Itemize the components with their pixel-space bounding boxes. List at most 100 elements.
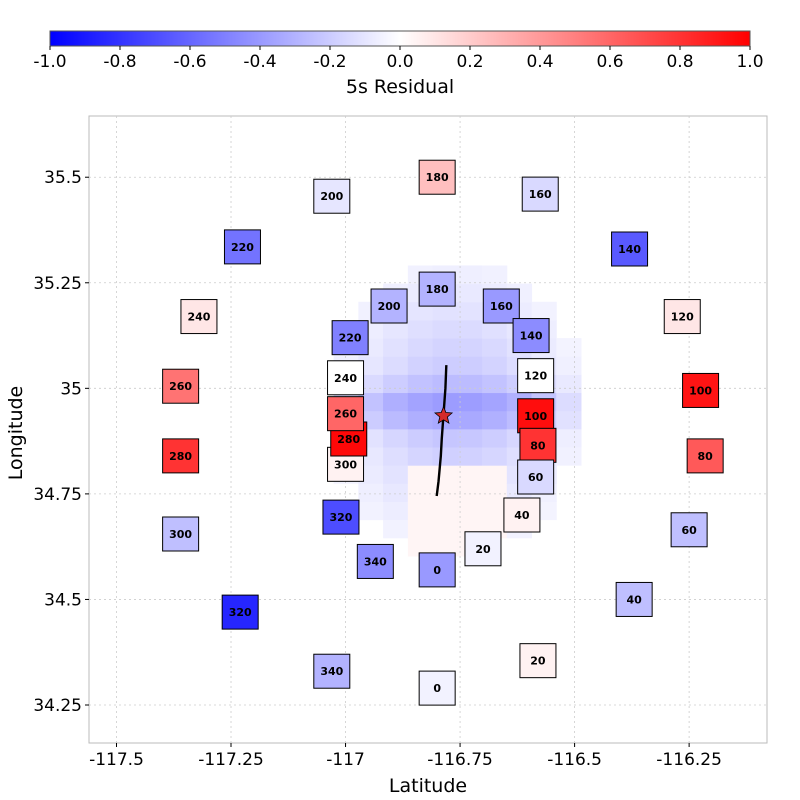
y-axis-label: Longitude xyxy=(5,386,27,481)
station-square xyxy=(313,653,351,689)
field-cell xyxy=(556,447,582,466)
colorbar-label: 5s Residual xyxy=(346,76,454,98)
epicenter xyxy=(433,405,454,424)
station-label: 320 xyxy=(229,606,252,619)
station-marker: 100 xyxy=(517,398,555,434)
y-tick-label: 34.25 xyxy=(33,696,82,716)
station-square xyxy=(686,438,724,474)
field-cell xyxy=(457,465,483,484)
station-label: 160 xyxy=(490,300,513,313)
station-label: 280 xyxy=(337,433,360,446)
field-cell xyxy=(457,501,483,521)
field-cell xyxy=(556,338,582,357)
station-marker: 260 xyxy=(327,396,365,432)
station-label: 240 xyxy=(334,372,357,385)
station-label: 80 xyxy=(530,439,546,452)
station-square xyxy=(512,318,550,354)
station-marker: 160 xyxy=(521,176,559,212)
field-cell xyxy=(383,483,409,502)
station-square xyxy=(519,643,557,679)
field-cell xyxy=(358,356,384,375)
x-tick-label: -116.75 xyxy=(427,750,493,770)
field-cell xyxy=(482,265,508,285)
field-cell xyxy=(358,392,384,412)
field-cell xyxy=(457,319,483,339)
field-cell xyxy=(358,465,384,484)
station-marker: 200 xyxy=(370,288,408,324)
field-cell xyxy=(457,374,483,394)
field-cell xyxy=(383,428,409,448)
field-cell xyxy=(556,356,582,375)
x-tick-label: -117 xyxy=(326,750,365,770)
station-label: 300 xyxy=(334,458,357,471)
field-cell xyxy=(432,338,458,357)
x-tick-label: -117.5 xyxy=(89,750,144,770)
station-label: 80 xyxy=(697,450,713,463)
station-square xyxy=(517,459,555,495)
field-cell xyxy=(556,392,582,412)
station-marker: 320 xyxy=(322,499,360,535)
field-cell xyxy=(457,338,483,357)
field-cell xyxy=(407,465,434,484)
station-marker: 340 xyxy=(356,543,394,579)
field-cell xyxy=(383,410,409,430)
station-square xyxy=(682,372,720,408)
station-square xyxy=(418,552,456,588)
station-marker: 200 xyxy=(313,178,351,214)
field-cell xyxy=(432,537,458,557)
field-cell xyxy=(407,410,434,430)
field-cell xyxy=(556,428,582,448)
field-cell xyxy=(407,338,434,357)
station-label: 200 xyxy=(320,190,343,203)
station-marker: 140 xyxy=(611,231,649,267)
station-square xyxy=(327,360,365,396)
colorbar: -1.0 -0.8 -0.6 -0.4 -0.2 0.0 0.2 0.4 0.6 0.8 1.0 5… xyxy=(33,30,764,98)
field-cell xyxy=(457,283,483,303)
station-square xyxy=(221,594,259,630)
station-marker: 180 xyxy=(418,159,456,195)
station-marker: 80 xyxy=(686,438,724,474)
station-label: 220 xyxy=(339,332,362,345)
x-tick-label: -117.25 xyxy=(198,750,264,770)
station-label: 340 xyxy=(364,555,387,568)
station-square xyxy=(313,178,351,214)
station-marker: 120 xyxy=(517,358,555,394)
station-marker: 240 xyxy=(327,360,365,396)
field-cell xyxy=(383,374,409,394)
station-label: 180 xyxy=(426,283,449,296)
station-marker: 60 xyxy=(517,459,555,495)
station-square xyxy=(162,368,200,404)
field-cell xyxy=(482,374,508,394)
field-cell xyxy=(383,319,409,339)
epicenter-star xyxy=(433,405,454,424)
field-cell xyxy=(383,392,409,412)
station-marker: 40 xyxy=(615,581,653,617)
station-label: 200 xyxy=(378,300,401,313)
field-cell xyxy=(432,465,458,484)
station-square xyxy=(331,320,369,356)
station-marker: 260 xyxy=(162,368,200,404)
station-marker: 300 xyxy=(162,516,200,552)
colorbar-tick-label: -0.4 xyxy=(243,52,276,72)
field-cell xyxy=(383,356,409,375)
field-cell xyxy=(482,410,508,430)
station-label: 120 xyxy=(524,370,547,383)
station-marker: 100 xyxy=(682,372,720,408)
field-cell xyxy=(531,301,557,321)
colorbar-tick-label: -0.2 xyxy=(313,52,346,72)
field-cell xyxy=(482,483,508,502)
station-label: 220 xyxy=(231,241,254,254)
station-square xyxy=(223,229,261,265)
station-square xyxy=(517,358,555,394)
colorbar-tick-label: 0.4 xyxy=(526,52,553,72)
colorbar-tick-label: 0.2 xyxy=(456,52,483,72)
station-square xyxy=(517,398,555,434)
field-cell xyxy=(457,265,483,285)
station-label: 300 xyxy=(169,528,192,541)
station-marker: 320 xyxy=(221,594,259,630)
fault-line xyxy=(435,365,448,497)
field-cell xyxy=(358,501,384,521)
fault-trace xyxy=(435,365,448,497)
colorbar-tick-label: 0.0 xyxy=(386,52,413,72)
station-square xyxy=(521,176,559,212)
